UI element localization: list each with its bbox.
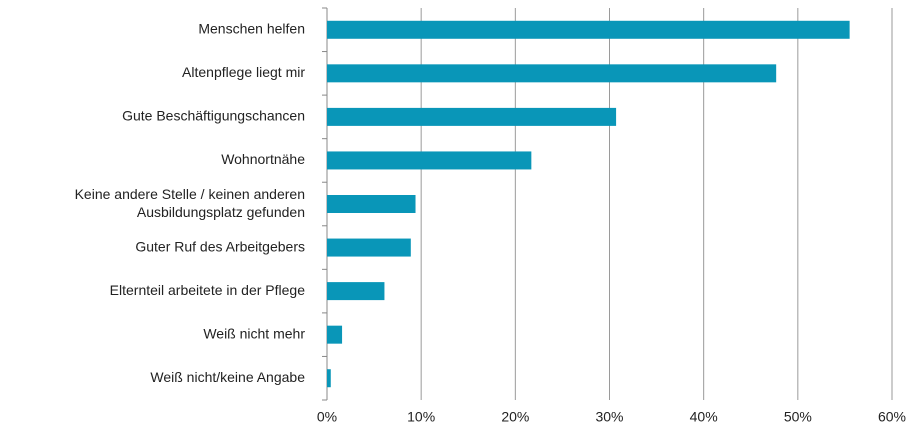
y-tick-label: Keine andere Stelle / keinen anderen Ausb… — [75, 186, 305, 220]
y-tick-label: Altenpflege liegt mir — [182, 64, 305, 80]
y-tick-label: Weiß nicht/keine Angabe — [150, 369, 305, 385]
x-tick-label: 60% — [878, 409, 906, 425]
x-tick-label: 0% — [317, 409, 337, 425]
y-tick-label: Wohnortnähe — [221, 151, 305, 167]
x-tick-label: 50% — [784, 409, 812, 425]
bar — [327, 369, 331, 388]
bar — [327, 64, 777, 83]
bar — [327, 195, 416, 213]
bar — [327, 325, 343, 344]
bar — [327, 238, 411, 257]
x-tick-label: 30% — [595, 409, 623, 425]
x-tick-label: 20% — [501, 409, 529, 425]
y-tick-label: Menschen helfen — [198, 20, 305, 36]
bar — [327, 282, 385, 301]
x-tick-label: 40% — [690, 409, 718, 425]
y-tick-label: Weiß nicht mehr — [203, 325, 305, 341]
y-tick-label: Gute Beschäftigungschancen — [122, 108, 305, 124]
bar — [327, 107, 617, 126]
y-tick-label: Elternteil arbeitete in der Pflege — [110, 282, 306, 298]
bar — [327, 151, 532, 170]
bar — [327, 20, 850, 39]
y-tick-label: Guter Ruf des Arbeitgebers — [135, 238, 305, 254]
x-tick-label: 10% — [407, 409, 435, 425]
